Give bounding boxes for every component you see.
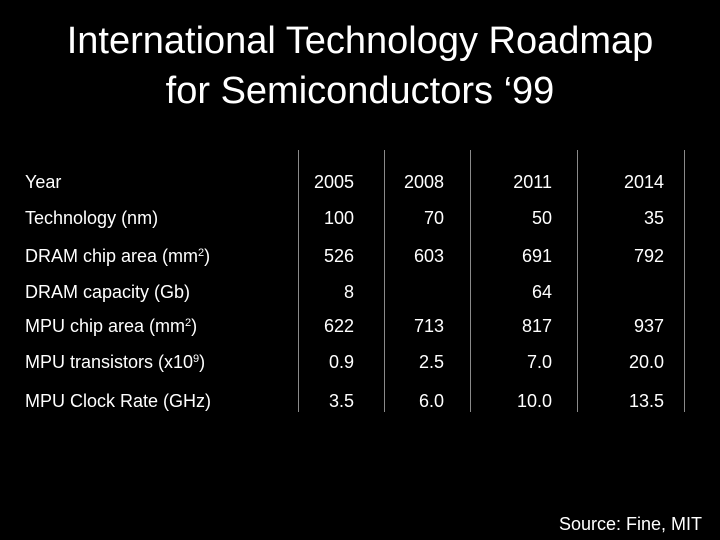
- table-cell: 35: [643, 208, 664, 228]
- table-cell: 937: [633, 316, 664, 336]
- row-label-dram-capacity: DRAM capacity (Gb): [25, 282, 191, 302]
- table-cell: 50: [531, 208, 552, 228]
- row-label-mpu-chip-area: MPU chip area (mm2): [25, 316, 198, 336]
- table-cell: 7.0: [526, 352, 552, 372]
- table-cell: 2.5: [418, 352, 444, 372]
- title-line-1: International Technology Roadmap: [66, 20, 654, 62]
- row-label-mpu-transistors: MPU transistors (x109): [25, 352, 206, 372]
- table-cell: 64: [531, 282, 552, 302]
- table-cell: 713: [413, 316, 444, 336]
- year-header-label: Year: [25, 172, 62, 192]
- table-cell: 3.5: [328, 391, 354, 411]
- table-cell: 100: [323, 208, 354, 228]
- table-cell: 70: [423, 208, 444, 228]
- table-cell: 603: [413, 246, 444, 266]
- source-citation: Source: Fine, MIT: [558, 514, 702, 534]
- row-label-dram-chip-area: DRAM chip area (mm2): [25, 246, 211, 266]
- table-cell: 6.0: [418, 391, 444, 411]
- table-cell: 13.5: [628, 391, 664, 411]
- table-cell: 10.0: [516, 391, 552, 411]
- year-header-2014: 2014: [623, 172, 664, 192]
- table-cell: 817: [521, 316, 552, 336]
- column-divider: [684, 150, 685, 412]
- table-cell: 8: [343, 282, 354, 302]
- table-cell: 0.9: [328, 352, 354, 372]
- column-divider: [384, 150, 385, 412]
- row-label-mpu-clock-rate: MPU Clock Rate (GHz): [25, 391, 212, 411]
- row-label-technology: Technology (nm): [25, 208, 159, 228]
- column-divider: [298, 150, 299, 412]
- table-cell: 622: [323, 316, 354, 336]
- table-cell: 792: [633, 246, 664, 266]
- table-cell: 526: [323, 246, 354, 266]
- title-line-2: for Semiconductors ‘99: [165, 70, 555, 112]
- table-cell: 20.0: [628, 352, 664, 372]
- column-divider: [577, 150, 578, 412]
- year-header-2008: 2008: [403, 172, 444, 192]
- column-divider: [470, 150, 471, 412]
- year-header-2005: 2005: [313, 172, 354, 192]
- table-cell: 691: [521, 246, 552, 266]
- slide-title: International Technology Roadmap for Sem…: [0, 16, 720, 116]
- year-header-2011: 2011: [513, 172, 552, 192]
